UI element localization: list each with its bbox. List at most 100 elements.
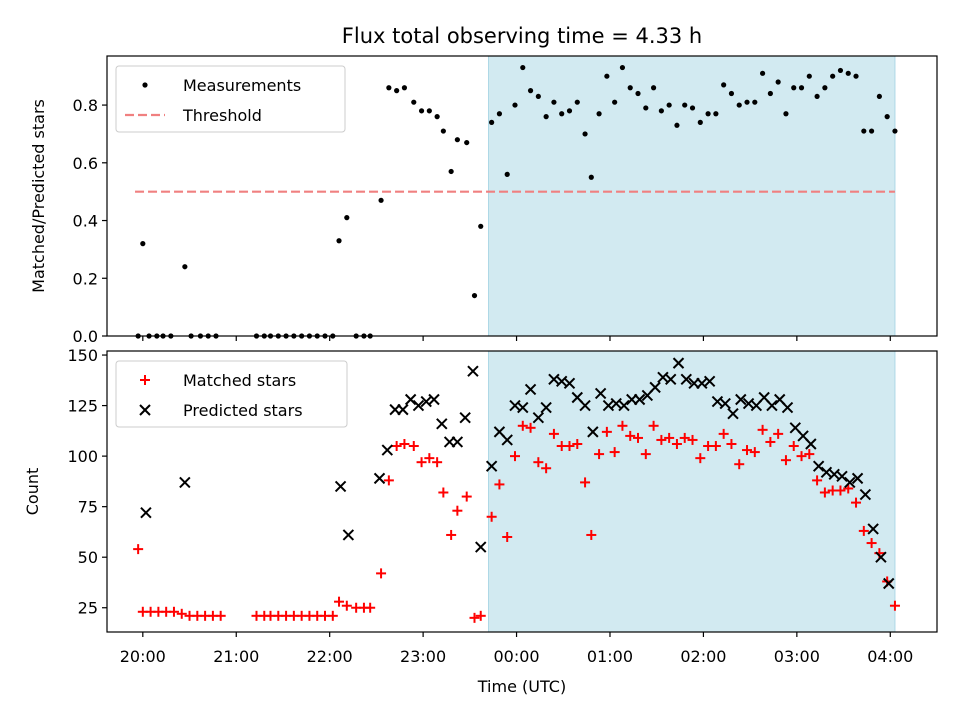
- legend-box: [115, 360, 348, 428]
- data-point: [875, 551, 887, 563]
- data-point: [674, 122, 680, 128]
- data-point: [726, 438, 737, 449]
- data-point: [884, 114, 890, 120]
- data-point: [804, 449, 815, 460]
- series-measurements: [135, 64, 898, 339]
- data-point: [618, 399, 630, 412]
- data-point: [672, 357, 685, 369]
- data-point: [752, 99, 758, 105]
- data-point: [812, 475, 823, 486]
- data-point: [572, 438, 583, 449]
- data-point: [835, 485, 846, 496]
- data-point: [140, 507, 152, 519]
- data-point: [391, 441, 402, 452]
- data-point: [594, 387, 607, 400]
- chart-title: Flux total observing time = 4.33 h: [342, 24, 702, 48]
- data-point: [859, 488, 872, 501]
- data-point: [471, 292, 478, 299]
- data-point: [735, 393, 747, 406]
- data-point: [689, 105, 696, 111]
- data-point: [461, 491, 472, 502]
- y-tick-label: 0.8: [73, 96, 98, 115]
- data-point: [851, 497, 862, 508]
- data-point: [749, 447, 760, 458]
- data-point: [721, 82, 727, 88]
- data-point: [440, 128, 446, 134]
- x-tick-label: 21:00: [213, 647, 259, 666]
- y-tick-label: 50: [78, 548, 98, 567]
- data-point: [635, 90, 641, 97]
- data-point: [215, 610, 226, 621]
- data-point: [376, 568, 387, 579]
- data-point: [344, 215, 350, 221]
- y-tick-label: 0.6: [73, 154, 98, 173]
- data-point: [853, 73, 859, 79]
- data-point: [426, 108, 432, 114]
- series-predicted-stars: [140, 357, 895, 590]
- data-point: [401, 85, 408, 91]
- data-point: [563, 377, 576, 390]
- data-point: [334, 480, 347, 493]
- data-point: [436, 418, 448, 430]
- data-point: [432, 457, 443, 468]
- data-point: [819, 487, 830, 498]
- legend-marker: [142, 82, 148, 88]
- data-point: [551, 99, 557, 105]
- data-point: [574, 99, 580, 105]
- y-tick-label: 150: [67, 346, 98, 365]
- data-point: [452, 505, 463, 516]
- data-point: [408, 441, 419, 452]
- data-point: [496, 111, 503, 117]
- data-point: [780, 455, 791, 466]
- data-point: [386, 85, 392, 91]
- data-point: [744, 99, 750, 105]
- data-point: [866, 538, 877, 549]
- data-point: [876, 93, 882, 100]
- data-point: [517, 401, 529, 414]
- data-point: [543, 114, 549, 120]
- data-point: [640, 449, 651, 460]
- data-point: [524, 383, 537, 396]
- legend-label: Measurements: [183, 76, 301, 95]
- x-tick-label: 00:00: [493, 647, 539, 666]
- data-point: [734, 459, 745, 470]
- data-point: [373, 472, 386, 485]
- data-point: [619, 64, 626, 71]
- data-point: [418, 108, 425, 114]
- data-point: [697, 119, 703, 125]
- data-point: [609, 447, 620, 458]
- x-tick-label: 03:00: [774, 647, 820, 666]
- data-point: [527, 88, 534, 94]
- data-point: [643, 105, 649, 111]
- data-point: [434, 114, 440, 120]
- data-point: [336, 238, 342, 244]
- data-point: [612, 99, 618, 105]
- x-tick-label: 20:00: [120, 647, 166, 666]
- data-point: [822, 85, 828, 91]
- data-point: [397, 403, 409, 416]
- data-point: [666, 102, 672, 108]
- y-axis-label: Matched/Predicted stars: [29, 99, 48, 293]
- data-point: [805, 438, 817, 450]
- legend: Measurements Threshold: [115, 65, 346, 133]
- data-point: [517, 420, 528, 431]
- data-point: [679, 432, 690, 443]
- data-point: [596, 111, 602, 117]
- data-point: [446, 529, 457, 540]
- data-point: [757, 424, 768, 435]
- data-point: [478, 223, 484, 229]
- data-point: [179, 476, 191, 489]
- legend: Matched stars Predicted stars: [115, 360, 348, 428]
- y-tick-label: 100: [67, 447, 98, 466]
- legend-label: Predicted stars: [183, 401, 303, 420]
- data-point: [404, 393, 417, 406]
- data-point: [796, 451, 807, 462]
- data-point: [564, 441, 575, 452]
- data-point: [844, 476, 856, 489]
- data-point: [532, 412, 545, 424]
- data-point: [837, 67, 844, 74]
- data-point: [682, 102, 688, 108]
- data-point: [806, 73, 812, 79]
- data-point: [773, 428, 784, 439]
